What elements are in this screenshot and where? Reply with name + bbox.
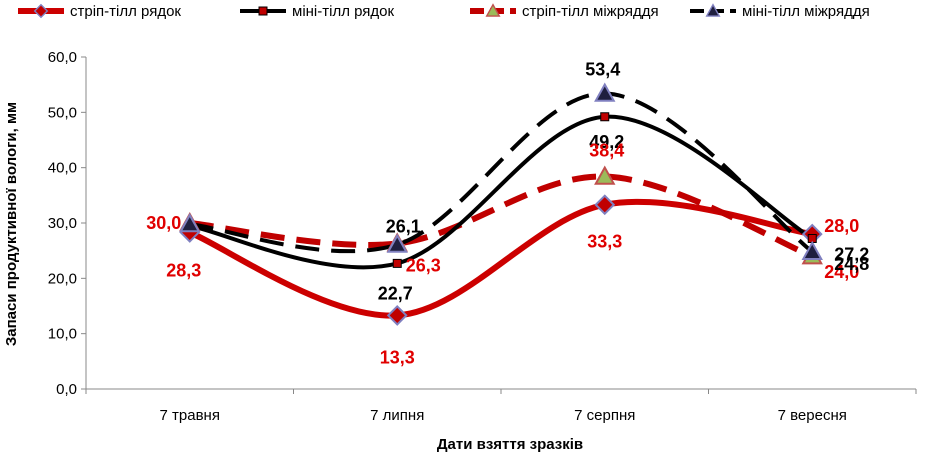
data-point-series-4 <box>386 233 408 253</box>
series-line-3 <box>189 173 814 259</box>
y-axis: 0,0 10,0 20,0 30,0 40,0 50,0 60,0 <box>48 49 87 398</box>
data-label-series-3: 38,4 <box>589 141 624 161</box>
legend-label-2: міні-тілл рядок <box>292 3 395 20</box>
data-label-series-1: 13,3 <box>380 347 415 367</box>
plot-area: 28,3 13,3 33,3 28,0 22,7 49,2 27,2 30,0 26,3 38,4… <box>146 60 869 368</box>
series-line-4 <box>189 91 814 254</box>
y-tick-label: 20,0 <box>48 270 77 287</box>
series-line-2 <box>189 114 814 270</box>
data-label-series-1: 28,0 <box>824 216 859 236</box>
y-tick-label: 40,0 <box>48 160 77 177</box>
data-label-series-4: 24,8 <box>834 254 869 274</box>
data-label-series-1: 28,3 <box>166 260 201 280</box>
y-tick-label: 0,0 <box>56 381 77 398</box>
series-line-1 <box>188 198 813 319</box>
data-point-series-3 <box>594 165 616 185</box>
y-tick-label: 10,0 <box>48 326 77 343</box>
y-tick-label: 60,0 <box>48 49 77 66</box>
data-point-series-2 <box>392 258 402 268</box>
legend: стріп-тілл рядок міні-тілл рядок стріп-тіл… <box>18 3 870 20</box>
x-tick-label: 7 травня <box>160 407 220 424</box>
y-axis-title: Запаси продуктивної вологи, мм <box>3 102 20 346</box>
legend-label-1: стріп-тілл рядок <box>70 3 181 20</box>
data-point-series-4 <box>801 240 823 260</box>
legend-marker-4 <box>705 3 721 17</box>
data-label-series-4: 53,4 <box>585 60 620 80</box>
data-label-series-2: 49,2 <box>589 132 624 152</box>
x-tick-label: 7 серпня <box>574 407 635 424</box>
x-axis: 7 травня 7 липня 7 серпня 7 вересня <box>85 388 917 424</box>
y-tick-label: 50,0 <box>48 104 77 121</box>
data-label-series-3: 24,0 <box>824 262 859 282</box>
data-label-series-3: 30,0 <box>146 213 181 233</box>
legend-label-4: міні-тілл міжряддя <box>742 3 870 20</box>
x-tick-label: 7 вересня <box>778 407 847 424</box>
x-axis-title: Дати взяття зразків <box>437 436 583 453</box>
legend-marker-2 <box>258 6 268 16</box>
data-point-series-4 <box>594 82 616 102</box>
data-point-series-4 <box>179 213 201 233</box>
data-point-series-2 <box>600 112 610 122</box>
data-label-series-3: 26,3 <box>406 255 441 275</box>
data-point-series-1 <box>594 194 616 216</box>
data-label-series-1: 33,3 <box>587 232 622 252</box>
data-label-series-2: 22,7 <box>378 283 413 303</box>
legend-label-3: стріп-тілл міжряддя <box>522 3 659 20</box>
data-point-series-1 <box>386 304 408 326</box>
x-tick-label: 7 липня <box>370 407 424 424</box>
legend-marker-3 <box>485 3 501 17</box>
data-label-series-2: 27,2 <box>834 244 869 264</box>
y-tick-label: 30,0 <box>48 215 77 232</box>
legend-marker-1 <box>33 3 49 19</box>
data-label-series-4: 26,1 <box>386 217 421 237</box>
